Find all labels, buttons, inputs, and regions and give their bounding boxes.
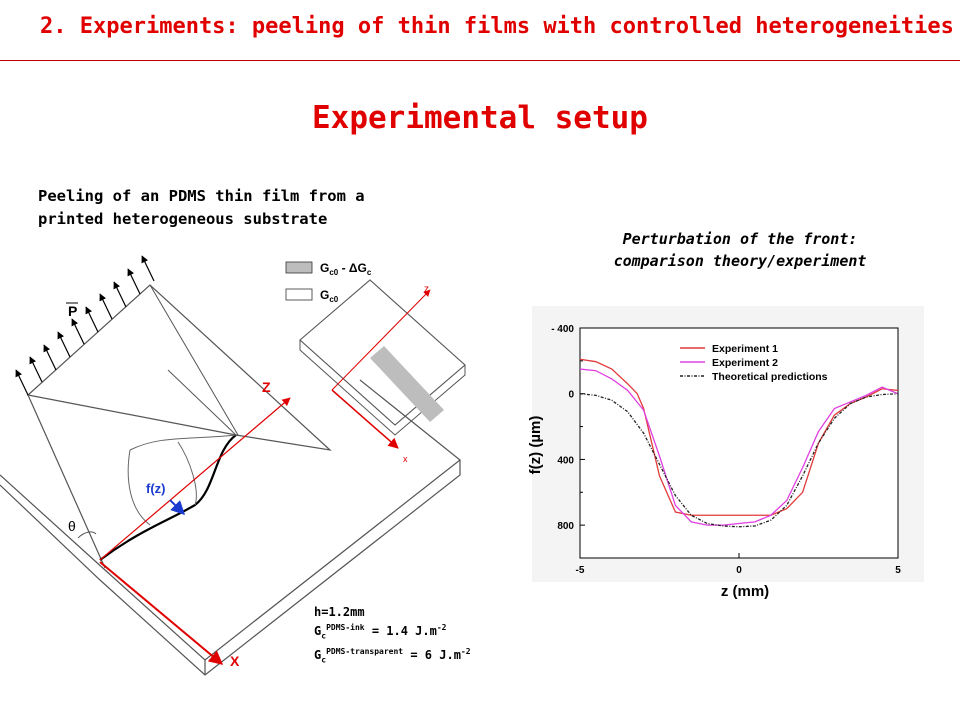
header-title: 2. Experiments: peeling of thin films wi… — [40, 14, 954, 39]
y-tick-label: 400 — [557, 455, 574, 466]
legend-label: Experiment 1 — [712, 343, 778, 355]
x-axis-label: X — [230, 653, 240, 669]
peeled-film — [26, 284, 332, 451]
peeling-setup-diagram: P Z X f(z) θ z x Gc0 - ΔGc — [0, 255, 466, 676]
front-arrow — [169, 499, 185, 515]
tr-g-symbol: G — [314, 648, 322, 663]
front-envelope — [127, 434, 237, 526]
y-axis-title: f(z) (µm) — [527, 416, 544, 475]
legend-label: Experiment 2 — [712, 357, 778, 369]
peeling-front-curve — [99, 434, 237, 561]
z-axis — [99, 397, 291, 561]
chart-legend: Experiment 1 Experiment 2 Theoretical pred… — [680, 343, 828, 383]
force-label: P — [68, 303, 77, 319]
angle-arc — [77, 531, 97, 539]
header-divider — [0, 60, 960, 61]
angle-label: θ — [68, 518, 76, 534]
film-back-edge — [167, 369, 237, 436]
chart-caption-line-2: comparison theory/experiment — [613, 252, 867, 270]
substrate-block — [0, 379, 461, 676]
y-tick-label: 0 — [568, 390, 574, 401]
ink-toughness-param: GcPDMS-ink = 1.4 J.m-2 — [314, 620, 471, 644]
plot-frame — [579, 327, 899, 559]
axis-ticks: -5 0 5 - 400 0 400 800 — [551, 324, 901, 576]
tr-g-sub: c — [321, 655, 327, 665]
x-axis-title: z (mm) — [721, 583, 769, 600]
setup-caption-line-1: Peeling of an PDMS thin film from a — [38, 187, 365, 205]
parameter-list: h=1.2mm GcPDMS-ink = 1.4 J.m-2 GcPDMS-tr… — [314, 604, 471, 669]
series-line-theoretical-predictions — [579, 393, 899, 528]
inset-x-label: x — [403, 454, 408, 464]
x-axis — [99, 561, 224, 665]
x-tick-label: 5 — [895, 565, 901, 576]
z-axis-label: Z — [262, 379, 271, 395]
tr-g-exp: -2 — [460, 647, 471, 657]
series-lines — [579, 358, 899, 528]
chart-caption: Perturbation of the front: comparison th… — [560, 228, 920, 272]
film-edge — [149, 284, 239, 436]
x-tick-label: 0 — [736, 565, 742, 576]
inset-heterogeneous-stripe — [370, 346, 444, 422]
series-line-experiment-2 — [579, 368, 899, 526]
x-tick-label: -5 — [576, 565, 585, 576]
tr-g-sup: PDMS-transparent — [326, 647, 404, 657]
legend-swatch-gray — [285, 261, 313, 274]
transparent-toughness-param: GcPDMS-transparent = 6 J.m-2 — [314, 644, 471, 668]
legend-label: Theoretical predictions — [712, 371, 828, 383]
header-bar: 2. Experiments: peeling of thin films wi… — [0, 0, 960, 61]
inset-substrate: z x — [299, 279, 466, 464]
thickness-param: h=1.2mm — [314, 605, 365, 619]
film-side — [27, 394, 106, 569]
front-label: f(z) — [146, 481, 166, 496]
ink-g-sub: c — [321, 631, 327, 641]
ink-g-exp: -2 — [436, 623, 447, 632]
tr-g-value: = 6 J.m — [403, 648, 461, 663]
setup-caption: Peeling of an PDMS thin film from a prin… — [38, 185, 438, 231]
ink-g-value: = 1.4 J.m — [364, 624, 437, 638]
y-tick-label: - 400 — [551, 324, 574, 335]
y-tick-label: 800 — [557, 521, 574, 532]
inset-z-label: z — [424, 284, 429, 295]
ink-g-symbol: G — [314, 624, 322, 638]
series-line-experiment-1 — [579, 358, 899, 516]
force-arrows — [15, 255, 155, 396]
legend-gray-label: Gc0 - ΔGc — [320, 261, 372, 277]
slide-title: Experimental setup — [312, 100, 648, 136]
chart-caption-line-1: Perturbation of the front: — [622, 230, 858, 248]
setup-caption-line-2: printed heterogeneous substrate — [38, 210, 328, 228]
legend-swatch-white — [285, 288, 313, 301]
legend-white-label: Gc0 — [320, 288, 339, 304]
substrate-legend: Gc0 - ΔGc Gc0 — [285, 261, 372, 304]
ink-g-sup: PDMS-ink — [326, 623, 365, 632]
